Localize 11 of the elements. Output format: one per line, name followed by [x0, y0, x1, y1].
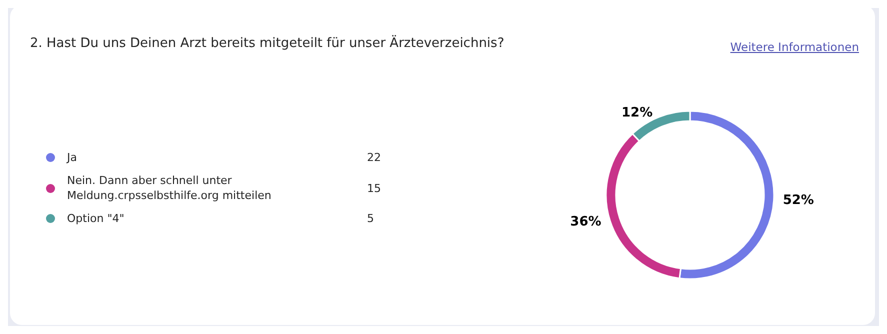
- data-label: 12%: [621, 106, 653, 121]
- text: Weitere Informationen: [730, 40, 859, 54]
- legend-label: Nein. Dann aber schnell unter Meldung.crpsselbsthilfe.org mitteilen: [67, 173, 272, 203]
- chart-title: 2. Hast Du uns Deinen Arzt bereits mitgeteilt für unser Ärzteverzeichnis?: [30, 36, 504, 51]
- data-label: 36%: [570, 214, 602, 230]
- text: 5: [367, 212, 374, 225]
- text: 22: [367, 151, 381, 164]
- legend-label: Ja: [67, 150, 78, 165]
- text: 15: [367, 182, 381, 194]
- legend-label: Option "4": [67, 211, 126, 226]
- data-label: 52%: [782, 193, 814, 208]
